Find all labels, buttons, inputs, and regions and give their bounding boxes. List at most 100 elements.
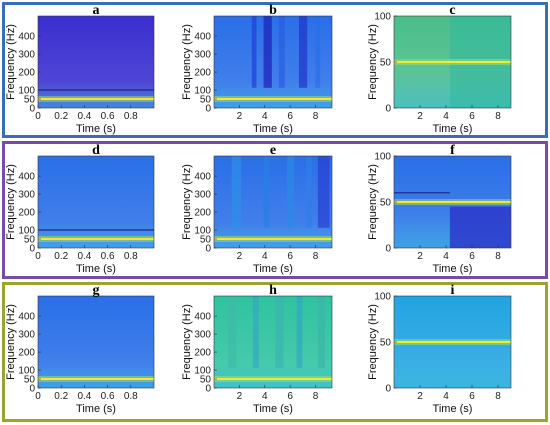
x-axis-label-d: Time (s) <box>76 263 116 275</box>
y-tick-label-d: 100 <box>18 226 35 237</box>
y-tick-label-b: 100 <box>194 86 211 97</box>
y-tick-label-h: 200 <box>194 348 211 359</box>
y-tick-label-d: 0 <box>29 244 35 255</box>
y-tick-label-a: 50 <box>24 95 36 106</box>
x-tick-label-b: 8 <box>313 111 319 122</box>
x-tick-label-g: 0 <box>35 391 41 402</box>
x-tick-label-d: 0.4 <box>77 251 91 262</box>
texture-band-b <box>263 16 272 88</box>
x-tick-label-e: 6 <box>287 251 293 262</box>
x-axis-label-i: Time (s) <box>433 403 473 415</box>
plot-frame-e <box>213 155 333 249</box>
texture-band-e <box>317 156 330 228</box>
y-axis-label-a: Frequency (Hz) <box>5 24 17 100</box>
x-tick-label-f: 6 <box>469 251 475 262</box>
y-tick-label-a: 200 <box>18 68 35 79</box>
x-tick-label-i: 4 <box>443 391 449 402</box>
low-freq-glow-b <box>214 82 332 108</box>
x-tick-label-a: 0.6 <box>101 111 115 122</box>
x-axis-label-a: Time (s) <box>76 123 116 135</box>
y-tick-label-i: 100 <box>374 292 391 303</box>
x-tick-label-d: 0.2 <box>54 251 68 262</box>
texture-band-b <box>298 16 308 88</box>
x-tick-label-h: 8 <box>313 391 319 402</box>
y-tick-label-g: 100 <box>18 366 35 377</box>
x-axis-label-f: Time (s) <box>433 263 473 275</box>
texture-band-e <box>263 156 270 228</box>
x-tick-label-h: 4 <box>262 391 268 402</box>
y-tick-label-e: 300 <box>194 190 211 201</box>
y-axis-label-e: Frequency (Hz) <box>181 164 193 240</box>
y-tick-label-c: 50 <box>380 58 392 69</box>
y-tick-label-f: 0 <box>385 244 391 255</box>
low-freq-glow-g <box>38 362 154 388</box>
y-tick-label-c: 100 <box>374 12 391 23</box>
y-tick-label-g: 50 <box>24 375 36 386</box>
texture-band-h <box>228 296 237 368</box>
x-tick-label-d: 0 <box>35 251 41 262</box>
chart-i: 2 4 6 8 0 50 100 Time (s) Frequency (Hz) i <box>367 283 512 415</box>
y-tick-label-a: 300 <box>18 50 35 61</box>
x-axis-label-c: Time (s) <box>433 123 473 135</box>
low-freq-glow-a <box>38 82 154 108</box>
texture-band-e <box>287 156 295 228</box>
y-tick-label-b: 400 <box>194 32 211 43</box>
x-tick-label-e: 4 <box>262 251 268 262</box>
y-axis-label-i: Frequency (Hz) <box>367 304 379 380</box>
x-tick-label-h: 6 <box>287 391 293 402</box>
y-tick-label-h: 400 <box>194 312 211 323</box>
x-tick-label-c: 4 <box>443 111 449 122</box>
x-tick-label-b: 2 <box>237 111 243 122</box>
plot-frame-b <box>213 15 333 109</box>
x-tick-label-g: 0.8 <box>124 391 138 402</box>
y-tick-label-b: 50 <box>200 95 212 106</box>
texture-band-h <box>275 296 284 368</box>
chart-title-f: f <box>450 143 455 158</box>
x-tick-label-e: 8 <box>313 251 319 262</box>
plot-frame-d <box>37 155 155 249</box>
chart-title-d: d <box>92 143 100 158</box>
y-tick-label-e: 50 <box>200 235 212 246</box>
texture-band-h <box>252 296 259 368</box>
x-tick-label-a: 0 <box>35 111 41 122</box>
x-tick-label-b: 4 <box>262 111 268 122</box>
low-freq-glow-i <box>394 351 511 388</box>
x-tick-label-f: 4 <box>443 251 449 262</box>
y-tick-label-e: 200 <box>194 208 211 219</box>
x-tick-label-i: 2 <box>417 391 423 402</box>
y-tick-label-e: 400 <box>194 172 211 183</box>
y-tick-label-b: 0 <box>205 104 211 115</box>
y-tick-label-c: 0 <box>385 104 391 115</box>
x-tick-label-d: 0.6 <box>101 251 115 262</box>
y-tick-label-h: 0 <box>205 384 211 395</box>
plot-frame-g <box>37 295 155 389</box>
x-tick-label-g: 0.4 <box>77 391 91 402</box>
y-tick-label-b: 300 <box>194 50 211 61</box>
y-tick-label-e: 100 <box>194 226 211 237</box>
y-axis-label-f: Frequency (Hz) <box>367 164 379 240</box>
y-axis-label-d: Frequency (Hz) <box>5 164 17 240</box>
texture-band-e <box>231 156 242 228</box>
x-tick-label-f: 2 <box>417 251 423 262</box>
y-axis-label-b: Frequency (Hz) <box>181 24 193 100</box>
low-freq-glow-d <box>38 222 154 248</box>
y-tick-label-d: 50 <box>24 235 36 246</box>
x-tick-label-e: 2 <box>237 251 243 262</box>
x-axis-label-g: Time (s) <box>76 403 116 415</box>
y-tick-label-f: 100 <box>374 152 391 163</box>
x-tick-label-i: 8 <box>495 391 501 402</box>
y-tick-label-i: 50 <box>380 338 392 349</box>
y-tick-label-a: 400 <box>18 32 35 43</box>
y-tick-label-h: 100 <box>194 366 211 377</box>
x-tick-label-c: 6 <box>469 111 475 122</box>
texture-band-b <box>278 16 285 88</box>
texture-band-e <box>306 156 312 228</box>
plot-frame-h <box>213 295 333 389</box>
y-tick-label-g: 200 <box>18 348 35 359</box>
y-tick-label-h: 50 <box>200 375 212 386</box>
chart-title-e: e <box>270 143 276 158</box>
chart-title-i: i <box>451 283 455 298</box>
